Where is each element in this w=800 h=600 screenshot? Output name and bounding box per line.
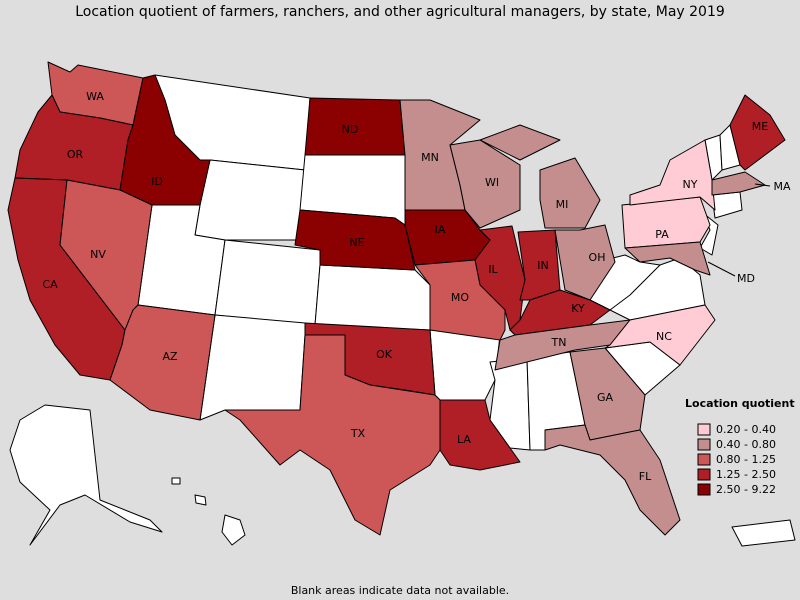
state — [729, 94, 786, 171]
state — [194, 159, 306, 241]
state-label: NC — [656, 330, 672, 343]
state-label: ID — [151, 175, 163, 188]
legend-label: 0.20 - 0.40 — [716, 423, 776, 436]
state — [544, 424, 681, 536]
footnote: Blank areas indicate data not available. — [291, 584, 509, 597]
state — [429, 329, 501, 401]
state — [624, 241, 711, 276]
state — [449, 139, 521, 229]
state-label: LA — [457, 433, 471, 446]
state — [479, 124, 561, 161]
data-states — [7, 61, 786, 536]
state — [474, 225, 526, 331]
state-label: TX — [350, 427, 366, 440]
blank-states — [9, 74, 796, 547]
leader-line — [707, 261, 736, 277]
state — [119, 74, 211, 206]
state — [314, 264, 431, 331]
state — [221, 514, 246, 546]
state-label: KY — [571, 302, 585, 315]
state-label: MD — [737, 272, 755, 285]
state-label: OR — [67, 148, 84, 161]
state — [539, 157, 601, 229]
legend-label: 1.25 - 2.50 — [716, 468, 776, 481]
legend-swatch — [697, 483, 711, 496]
legend-label: 2.50 - 9.22 — [716, 483, 776, 496]
state — [9, 404, 163, 546]
map-title: Location quotient of farmers, ranchers, … — [75, 4, 725, 20]
leader-line — [754, 183, 771, 187]
legend: Location quotient 0.20 - 0.40 0.40 - 0.80… — [685, 397, 795, 496]
legend-swatch — [697, 468, 711, 481]
state — [109, 304, 216, 421]
state — [439, 399, 521, 471]
state — [214, 239, 321, 326]
state-label: GA — [597, 391, 614, 404]
state-label: ND — [342, 123, 359, 136]
legend-label: 0.80 - 1.25 — [716, 453, 776, 466]
state-label: AZ — [162, 350, 178, 363]
state-labels: WA OR ID CA NV AZ ND NE IA MN WI MI IL I… — [42, 90, 791, 483]
legend-swatch — [697, 438, 711, 451]
legend-label: 0.40 - 0.80 — [716, 438, 776, 451]
state-label: TN — [551, 336, 567, 349]
state-label: MO — [451, 291, 469, 304]
state-label: IN — [537, 259, 548, 272]
legend-title: Location quotient — [685, 397, 795, 410]
state-label: NE — [349, 236, 364, 249]
state-label: FL — [639, 470, 652, 483]
state — [711, 171, 766, 196]
state-label: OH — [589, 251, 606, 264]
legend-swatch — [697, 453, 711, 466]
state-label: MN — [421, 151, 439, 164]
state — [414, 259, 506, 341]
state — [224, 334, 441, 536]
state-label: WI — [485, 176, 499, 189]
state-label: MA — [773, 180, 790, 193]
state-label: WA — [86, 90, 104, 103]
state-label: ME — [752, 120, 768, 133]
state-label: IL — [488, 263, 498, 276]
state-label: MI — [556, 198, 569, 211]
legend-swatch — [697, 423, 711, 436]
state — [194, 494, 207, 506]
state-label: OK — [376, 348, 393, 361]
state-label: PA — [655, 228, 669, 241]
state-label: CA — [42, 278, 58, 291]
state — [731, 519, 796, 547]
state — [294, 209, 416, 271]
state — [604, 304, 716, 366]
state-label: NY — [683, 178, 698, 191]
state — [554, 224, 616, 301]
state — [199, 314, 306, 421]
state — [171, 477, 181, 485]
state-label: IA — [435, 223, 446, 236]
state-label: NV — [90, 248, 106, 261]
